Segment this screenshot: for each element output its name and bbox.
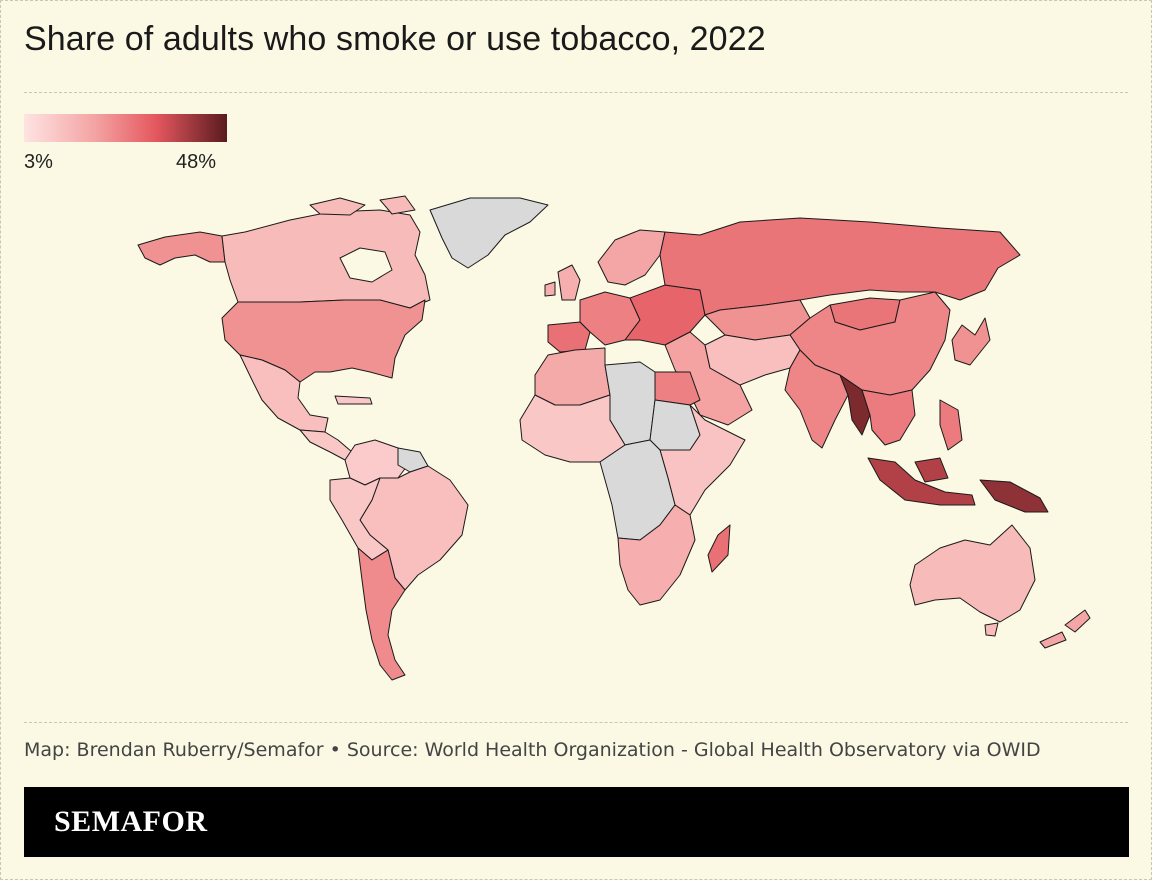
region-mexico — [239, 354, 329, 433]
region-south-asia — [784, 349, 849, 449]
region-egypt — [654, 371, 701, 406]
region-indonesia — [867, 457, 976, 506]
region-australia — [909, 524, 1036, 623]
region-central-america — [299, 429, 353, 461]
region-west-africa — [519, 394, 626, 463]
region-uk-ireland — [544, 264, 581, 301]
region-new-zealand — [1039, 609, 1091, 649]
region-alaska — [137, 231, 226, 266]
legend-min-label: 3% — [24, 151, 53, 173]
region-japan-korea — [951, 317, 991, 366]
divider-top — [24, 92, 1128, 93]
region-argentina-chile — [357, 547, 406, 681]
source-credit: Map: Brendan Ruberry/Semafor • Source: W… — [24, 739, 1041, 761]
region-greenland — [429, 197, 549, 269]
region-tasmania — [984, 622, 999, 637]
region-canada-hudson — [339, 247, 393, 283]
region-caribbean — [334, 395, 373, 405]
brand-logo: SEMAFOR — [54, 805, 208, 838]
region-russia — [659, 217, 1021, 316]
region-canada — [221, 209, 431, 309]
region-peru-ecuador-bolivia — [329, 477, 389, 561]
world-choropleth-map — [137, 195, 1091, 681]
region-southern-africa — [617, 504, 696, 606]
region-canada-islands — [309, 195, 416, 216]
color-legend-bar — [24, 114, 227, 142]
region-southeast-asia — [861, 389, 963, 451]
region-scandinavia — [597, 229, 666, 286]
legend-max-label: 48% — [176, 151, 217, 173]
region-madagascar — [707, 524, 731, 573]
brand-footer: SEMAFOR — [24, 787, 1129, 857]
region-north-africa-west — [534, 347, 611, 406]
region-papua-new-guinea — [979, 479, 1049, 513]
region-iberia — [547, 321, 591, 353]
chart-title: Share of adults who smoke or use tobacco… — [24, 20, 766, 58]
divider-bottom — [24, 722, 1128, 723]
